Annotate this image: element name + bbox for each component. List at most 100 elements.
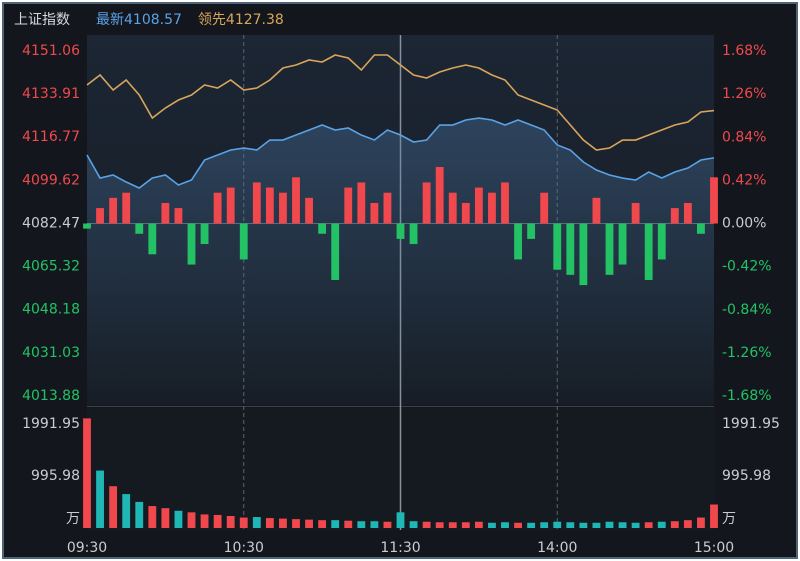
legend-name: 最新 xyxy=(96,12,124,28)
x-tick-label: 15:00 xyxy=(694,540,734,556)
volume-bar xyxy=(187,512,196,528)
volume-bar xyxy=(331,520,340,528)
diff-bar xyxy=(213,192,222,224)
y2-tick-label: 1.26% xyxy=(722,86,766,102)
diff-bar xyxy=(305,197,313,224)
chart-title: 上证指数 xyxy=(14,12,70,28)
price-line xyxy=(86,117,715,189)
volume-bar xyxy=(683,520,692,528)
volume-bar xyxy=(226,515,235,528)
volume-tick-label: 万 xyxy=(722,511,736,527)
volume-tick-label: 995.98 xyxy=(722,468,771,484)
diff-bar xyxy=(461,202,470,224)
volume-bar xyxy=(527,522,536,528)
volume-bar xyxy=(292,519,300,528)
volume-tick-label: 1991.95 xyxy=(722,416,780,432)
y-tick-label: 4116.77 xyxy=(22,129,80,145)
volume-bar xyxy=(318,520,327,528)
volume-bar xyxy=(474,521,483,528)
diff-bar xyxy=(579,223,588,286)
legend-entry: 领先4127.38 xyxy=(198,12,284,28)
diff-bar xyxy=(200,223,209,245)
legend: 最新4108.57 领先4127.38 xyxy=(96,12,284,28)
volume-bar xyxy=(396,512,405,528)
y-tick-label: 4151.06 xyxy=(22,43,80,59)
volume-bar xyxy=(305,519,313,528)
diff-bar xyxy=(96,208,104,224)
diff-bar xyxy=(474,187,483,224)
legend-name: 领先 xyxy=(198,12,226,28)
volume-bar xyxy=(435,522,444,528)
volume-bar xyxy=(213,514,222,528)
diff-bar xyxy=(409,223,418,245)
volume-bar xyxy=(252,517,261,528)
volume-bar xyxy=(488,522,496,528)
volume-bar xyxy=(540,522,549,528)
volume-bar xyxy=(514,522,522,528)
diff-bar xyxy=(383,192,392,224)
volume-bar xyxy=(422,521,431,528)
volume-bar xyxy=(579,522,588,528)
diff-bar xyxy=(448,192,457,224)
volume-bar xyxy=(644,522,653,528)
y-tick-label: 4048.18 xyxy=(22,302,80,318)
diff-bar xyxy=(344,187,353,224)
volume-bar xyxy=(265,518,274,528)
y2-tick-label: -0.42% xyxy=(722,259,772,275)
volume-bar xyxy=(618,522,627,528)
volume-bar xyxy=(697,517,705,528)
volume-bar xyxy=(135,501,144,528)
diff-bar xyxy=(566,223,575,275)
volume-bar xyxy=(96,470,104,528)
volume-bar xyxy=(239,517,248,528)
volume-bar xyxy=(605,521,614,528)
price-line xyxy=(86,54,715,151)
x-tick-label: 11:30 xyxy=(380,540,420,556)
diff-bar xyxy=(331,223,340,280)
diff-bar xyxy=(396,223,405,239)
x-tick-label: 10:30 xyxy=(224,540,264,556)
diff-bar xyxy=(422,182,431,224)
price-area xyxy=(87,118,714,405)
diff-bar xyxy=(83,223,91,229)
diff-bar xyxy=(605,223,614,275)
y2-tick-label: 1.68% xyxy=(722,43,766,59)
volume-tick-label: 万 xyxy=(66,511,80,527)
volume-bar xyxy=(109,486,118,528)
volume-bar xyxy=(448,522,457,528)
volume-bar xyxy=(461,522,470,528)
volume-bar xyxy=(553,521,562,528)
y2-tick-label: 0.42% xyxy=(722,172,766,188)
y-tick-label: 4082.47 xyxy=(22,216,80,232)
diff-bar xyxy=(540,192,549,224)
diff-bar xyxy=(122,192,131,224)
volume-bar xyxy=(200,514,209,528)
volume-bar xyxy=(370,521,379,528)
volume-bar xyxy=(344,520,353,528)
diff-bar xyxy=(631,202,640,224)
diff-bar xyxy=(644,223,653,280)
diff-bar xyxy=(553,223,562,270)
diff-bar xyxy=(592,197,601,224)
diff-bar xyxy=(697,223,705,234)
legend-value: 4108.57 xyxy=(124,12,182,28)
y-tick-label: 4099.62 xyxy=(22,172,80,188)
volume-bar xyxy=(279,518,287,528)
volume-bar xyxy=(122,494,131,528)
x-tick-label: 09:30 xyxy=(67,540,107,556)
y-tick-label: 4133.91 xyxy=(22,86,80,102)
volume-tick-label: 995.98 xyxy=(31,468,80,484)
volume-bar xyxy=(161,508,170,528)
y-tick-label: 4013.88 xyxy=(22,388,80,404)
volume-bar xyxy=(357,521,366,528)
y2-tick-label: 0.00% xyxy=(722,216,766,232)
diff-bar xyxy=(370,202,379,224)
diff-bar xyxy=(109,197,118,224)
diff-bar xyxy=(357,182,366,224)
diff-bar xyxy=(501,182,509,224)
diff-bar xyxy=(174,208,183,224)
diff-bar xyxy=(527,223,536,239)
y2-tick-label: -1.68% xyxy=(722,388,772,404)
diff-bar xyxy=(488,192,496,224)
